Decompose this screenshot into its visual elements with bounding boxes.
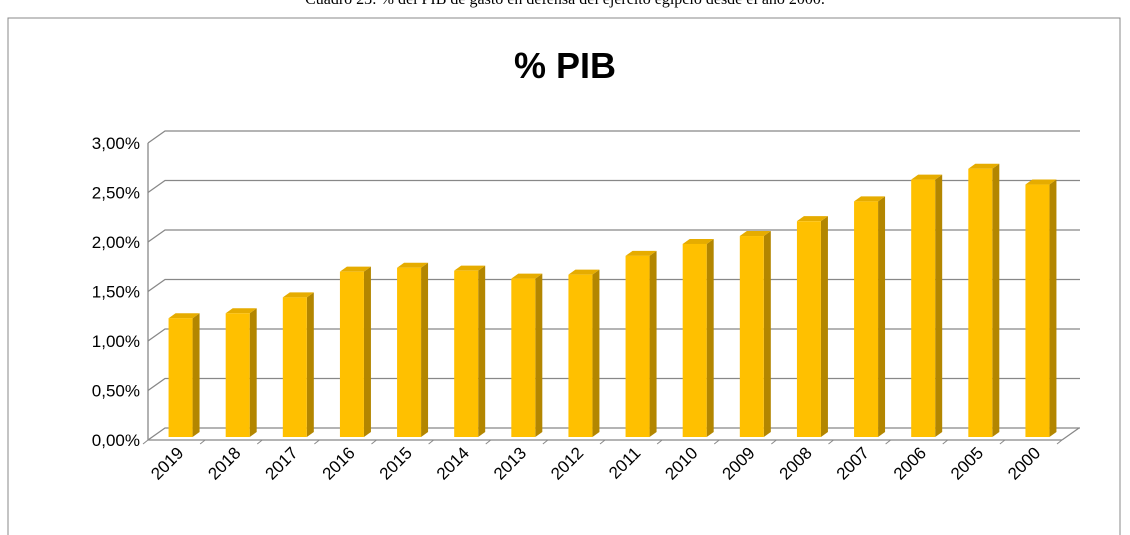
x-tick bbox=[314, 439, 320, 445]
bar bbox=[454, 270, 479, 437]
bar-side bbox=[878, 196, 886, 437]
grid-line bbox=[147, 278, 1080, 293]
x-axis-end bbox=[1061, 427, 1080, 441]
y-tick-label: 3,00% bbox=[92, 134, 140, 153]
bar-top bbox=[225, 308, 257, 314]
x-tick bbox=[713, 439, 720, 445]
bar-top bbox=[968, 163, 1000, 169]
bar-top bbox=[854, 196, 886, 202]
bar-side bbox=[363, 266, 371, 437]
bar-side bbox=[535, 273, 543, 437]
x-tick bbox=[542, 439, 549, 445]
bar-top bbox=[911, 174, 943, 180]
bar bbox=[225, 313, 250, 437]
bar-side bbox=[421, 262, 429, 437]
bar-side bbox=[992, 163, 1000, 437]
bar bbox=[282, 297, 307, 437]
bar-top bbox=[739, 231, 771, 237]
grid-line bbox=[147, 377, 1080, 392]
bar bbox=[911, 179, 936, 437]
x-tick bbox=[485, 439, 492, 445]
x-tick bbox=[428, 439, 434, 445]
x-tick bbox=[1056, 439, 1063, 445]
bar-side bbox=[820, 216, 828, 437]
bar bbox=[339, 271, 364, 437]
y-tick-label: 0,00% bbox=[92, 431, 140, 450]
bar-side bbox=[592, 269, 600, 437]
bar-top bbox=[796, 216, 828, 222]
bar-side bbox=[649, 250, 657, 437]
x-tick bbox=[371, 439, 377, 445]
bar bbox=[854, 201, 879, 437]
x-tick bbox=[885, 439, 891, 445]
bar-top bbox=[454, 265, 486, 271]
bar-top bbox=[397, 262, 429, 268]
bar-side bbox=[1049, 179, 1057, 438]
bar-side bbox=[306, 292, 314, 437]
bar bbox=[968, 168, 993, 437]
bar bbox=[1025, 184, 1050, 437]
bar-top bbox=[511, 273, 543, 279]
x-tick bbox=[656, 439, 663, 445]
bar-top bbox=[625, 250, 657, 256]
x-tick bbox=[199, 439, 206, 445]
bar-top bbox=[682, 238, 714, 244]
grid-line bbox=[147, 427, 1080, 441]
x-tick bbox=[256, 439, 263, 445]
x-tick bbox=[828, 439, 834, 445]
bar-side bbox=[478, 265, 486, 437]
y-tick-label: 0,50% bbox=[92, 382, 140, 401]
bar-top bbox=[339, 266, 371, 272]
y-tick-label: 2,00% bbox=[92, 233, 140, 252]
y-tick-label: 2,50% bbox=[92, 184, 140, 203]
bar-top bbox=[282, 292, 314, 298]
bar-top bbox=[568, 269, 600, 275]
bar-side bbox=[706, 238, 714, 437]
bar bbox=[511, 278, 536, 437]
grid-line bbox=[147, 130, 1080, 144]
bar-side bbox=[192, 313, 200, 437]
caption: Cuadro 23: % del PIB de gasto en defensa… bbox=[305, 0, 825, 8]
chart-title: % PIB bbox=[514, 45, 616, 86]
x-tick bbox=[942, 439, 949, 445]
bar bbox=[682, 243, 707, 437]
x-tick bbox=[999, 439, 1006, 445]
bar-side bbox=[935, 174, 943, 437]
bar bbox=[168, 318, 193, 437]
bar bbox=[397, 267, 422, 437]
bar bbox=[739, 236, 764, 437]
bar-top bbox=[168, 313, 200, 319]
y-tick-label: 1,00% bbox=[92, 332, 140, 351]
grid-line bbox=[147, 328, 1080, 342]
bar bbox=[568, 274, 593, 437]
bar bbox=[796, 221, 821, 437]
x-tick bbox=[599, 439, 606, 445]
x-tick bbox=[142, 439, 149, 445]
bar bbox=[625, 255, 650, 437]
bar-side bbox=[763, 231, 771, 437]
grid-line bbox=[147, 179, 1080, 194]
bar-side bbox=[249, 308, 257, 437]
bar-top bbox=[1025, 179, 1057, 185]
x-tick bbox=[771, 439, 777, 445]
y-tick-label: 1,50% bbox=[92, 283, 140, 302]
grid-line bbox=[147, 229, 1080, 243]
